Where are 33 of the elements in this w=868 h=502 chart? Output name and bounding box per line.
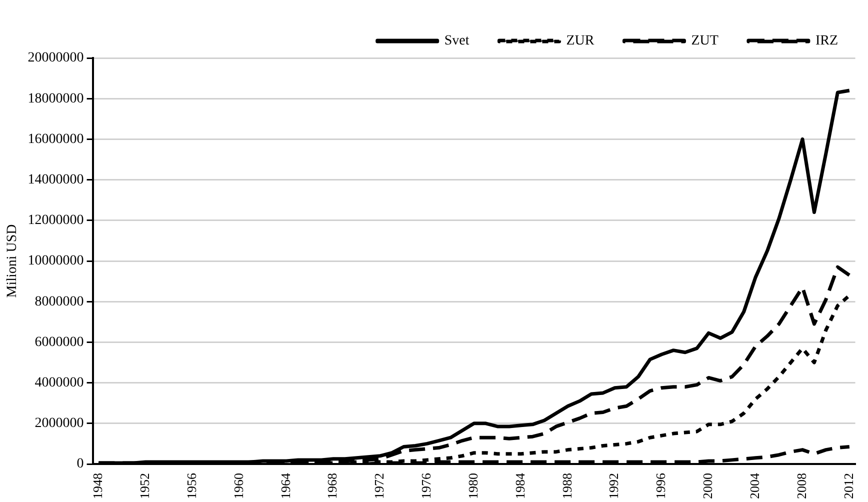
x-tick-label: 1996 (653, 472, 668, 499)
y-tick-label: 14000000 (28, 172, 84, 188)
x-tick-label: 1984 (512, 472, 528, 499)
y-tick-label: 0 (76, 456, 84, 472)
y-axis-title: Milioni USD (5, 224, 20, 298)
x-tick-label: 1956 (184, 472, 199, 499)
legend-label: ZUR (566, 34, 595, 49)
y-tick-label: 20000000 (28, 50, 84, 66)
x-tick-label: 1964 (278, 472, 293, 499)
x-tick-label: 1972 (372, 473, 387, 499)
x-tick-label: 2004 (746, 472, 762, 499)
y-tick-label: 18000000 (28, 91, 84, 106)
x-tick-label: 2012 (840, 473, 856, 499)
y-tick-label: 8000000 (34, 294, 84, 310)
x-tick-label: 1968 (324, 473, 340, 499)
y-tick-label: 4000000 (34, 375, 84, 390)
x-tick-label: 1988 (559, 473, 574, 499)
x-tick-label: 1976 (418, 472, 434, 499)
y-tick-label: 16000000 (28, 132, 84, 147)
x-tick-label: 1960 (230, 473, 246, 499)
x-tick-label: 1992 (606, 473, 622, 499)
legend-label: Svet (444, 34, 470, 49)
x-tick-label: 2008 (794, 473, 809, 499)
x-tick-label: 1952 (137, 473, 152, 499)
y-tick-label: 12000000 (28, 213, 84, 228)
y-tick-label: 10000000 (28, 254, 84, 269)
x-tick-label: 2000 (700, 473, 716, 499)
legend-label: ZUT (691, 34, 719, 49)
legend-label: IRZ (815, 34, 838, 49)
y-tick-label: 6000000 (34, 334, 84, 350)
x-tick-label: 1980 (465, 473, 480, 499)
y-tick-label: 2000000 (34, 416, 84, 432)
x-tick-label: 1948 (90, 473, 106, 499)
